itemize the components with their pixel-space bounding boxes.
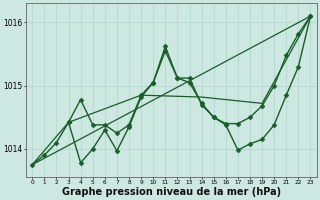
X-axis label: Graphe pression niveau de la mer (hPa): Graphe pression niveau de la mer (hPa) <box>62 187 281 197</box>
